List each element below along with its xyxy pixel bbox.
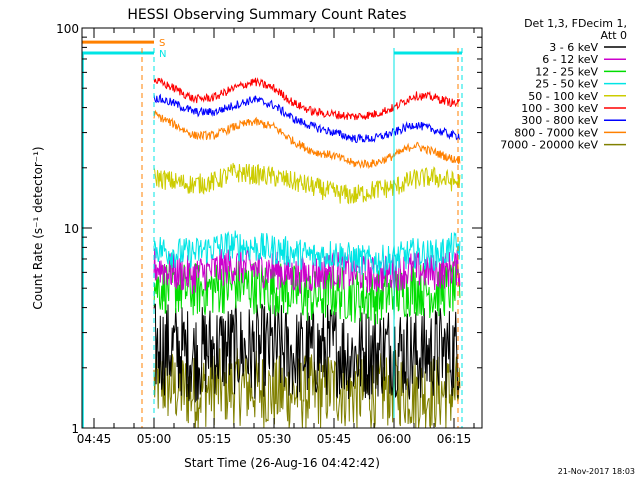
series-line-0 (153, 301, 460, 403)
series-line-7 (153, 109, 461, 170)
x-tick-label: 05:45 (317, 432, 352, 446)
y-tick-label: 10 (64, 222, 79, 236)
y-tick-label: 1 (71, 422, 79, 436)
x-tick-label: 06:00 (377, 432, 412, 446)
legend-label-5: 100 - 300 keV (521, 102, 598, 115)
series-line-5 (153, 77, 461, 121)
legend-header-line-2: Att 0 (601, 29, 627, 42)
legend-label-3: 25 - 50 keV (535, 78, 598, 91)
y-tick-label: 100 (56, 22, 79, 36)
x-tick-label: 05:30 (257, 432, 292, 446)
x-tick-label: 05:00 (137, 432, 172, 446)
x-tick-label: 05:15 (197, 432, 232, 446)
x-axis-label: Start Time (26-Aug-16 04:42:42) (184, 456, 380, 470)
flag-label-1: N (159, 49, 166, 60)
timestamp: 21-Nov-2017 18:03 (558, 467, 635, 476)
legend-label-8: 7000 - 20000 keV (500, 139, 598, 152)
legend-header-line-1: Det 1,3, FDecim 1, (524, 17, 627, 30)
series-line-3 (153, 230, 461, 278)
chart-title: HESSI Observing Summary Count Rates (127, 7, 406, 23)
legend-label-1: 6 - 12 keV (542, 53, 598, 66)
x-tick-label: 06:15 (437, 432, 472, 446)
flag-label-0: S (159, 38, 165, 49)
series-line-6 (153, 93, 461, 144)
legend-label-7: 800 - 7000 keV (514, 126, 598, 139)
legend-label-4: 50 - 100 keV (528, 90, 598, 103)
legend-label-2: 12 - 25 keV (535, 65, 598, 78)
series-line-4 (153, 162, 461, 205)
x-tick-label: 04:45 (77, 432, 112, 446)
y-axis-label: Count Rate (s⁻¹ detector⁻¹) (31, 146, 45, 309)
series-line-2 (153, 259, 461, 325)
legend-label-0: 3 - 6 keV (549, 41, 598, 54)
legend-label-6: 300 - 800 keV (521, 114, 598, 127)
series-line-1 (153, 247, 461, 295)
series-line-8 (153, 343, 461, 429)
